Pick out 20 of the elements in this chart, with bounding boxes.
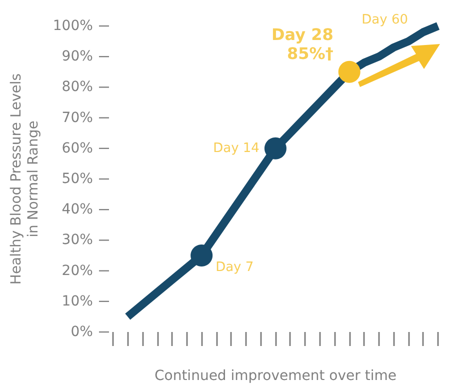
annotation: Day 7 [216, 260, 254, 275]
annotation: Day 28 85%† [271, 24, 334, 63]
y-tick-label: 20% [62, 262, 93, 279]
point [264, 137, 286, 160]
annotation: Day 60 [362, 12, 408, 28]
y-tick-label: 90% [62, 48, 93, 65]
point [338, 60, 360, 83]
y-tick-label: 10% [62, 293, 93, 310]
y-tick-label: 100% [52, 18, 93, 34]
point [190, 244, 213, 266]
y-tick-label: 80% [62, 79, 93, 96]
y-tick-label: 70% [62, 110, 93, 126]
y-tick-label: 30% [62, 232, 93, 248]
x-axis-title: Continued improvement over time [154, 368, 396, 384]
y-tick-label: 0% [70, 324, 93, 340]
y-tick-label: 60% [62, 140, 93, 156]
y-tick-label: 40% [62, 202, 93, 218]
y-tick-label: 50% [62, 171, 93, 187]
annotation: Day 14 [213, 140, 260, 156]
y-axis-title: Healthy Blood Pressure Levels in Normal Range [8, 73, 42, 285]
